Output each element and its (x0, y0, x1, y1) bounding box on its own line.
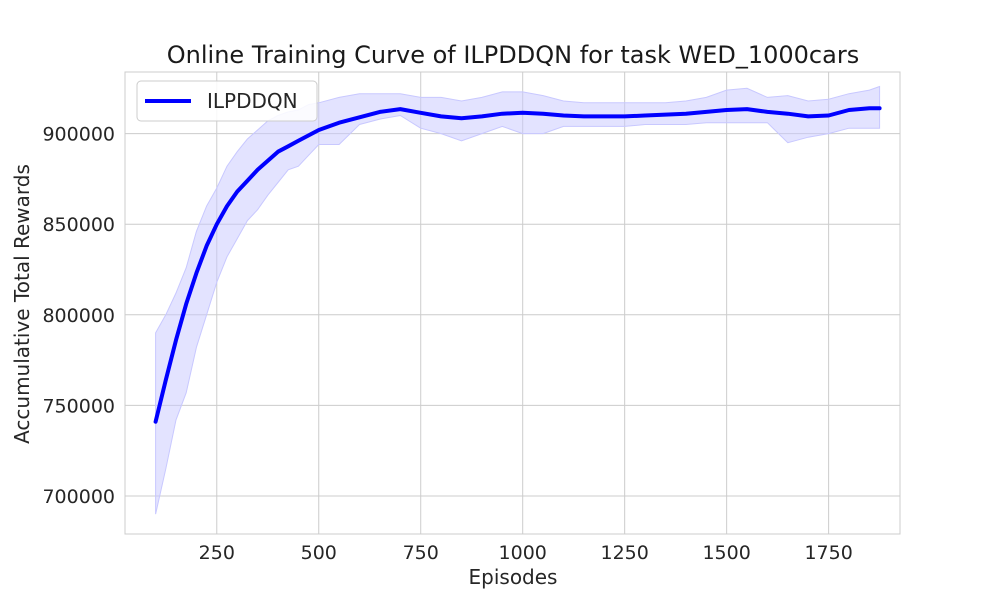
x-tick-label: 1000 (499, 542, 547, 564)
y-tick-label: 850000 (42, 214, 115, 236)
x-tick-label: 1250 (600, 542, 648, 564)
x-tick-label: 1500 (702, 542, 750, 564)
y-tick-label: 900000 (42, 124, 115, 146)
plot-frame (124, 71, 901, 535)
chart-title: Online Training Curve of ILPDDQN for tas… (167, 41, 859, 69)
y-tick-label: 750000 (42, 395, 115, 417)
x-tick-label: 500 (301, 542, 337, 564)
y-axis-label: Accumulative Total Rewards (10, 164, 34, 444)
y-tick-label: 800000 (42, 305, 115, 327)
legend-box (136, 80, 318, 122)
x-tick-label: 750 (403, 542, 439, 564)
y-tick-label: 700000 (42, 486, 115, 508)
x-tick-label: 1750 (804, 542, 852, 564)
legend-label-ilpddqn: ILPDDQN (207, 89, 298, 113)
x-tick-label: 250 (199, 542, 235, 564)
series-line-ilpddqn (153, 106, 882, 424)
legend: ILPDDQN (136, 80, 318, 122)
plot-area: 250 500 750 1000 1250 1500 1750 700000 750000 800… (42, 71, 901, 564)
x-axis-label: Episodes (469, 565, 558, 589)
